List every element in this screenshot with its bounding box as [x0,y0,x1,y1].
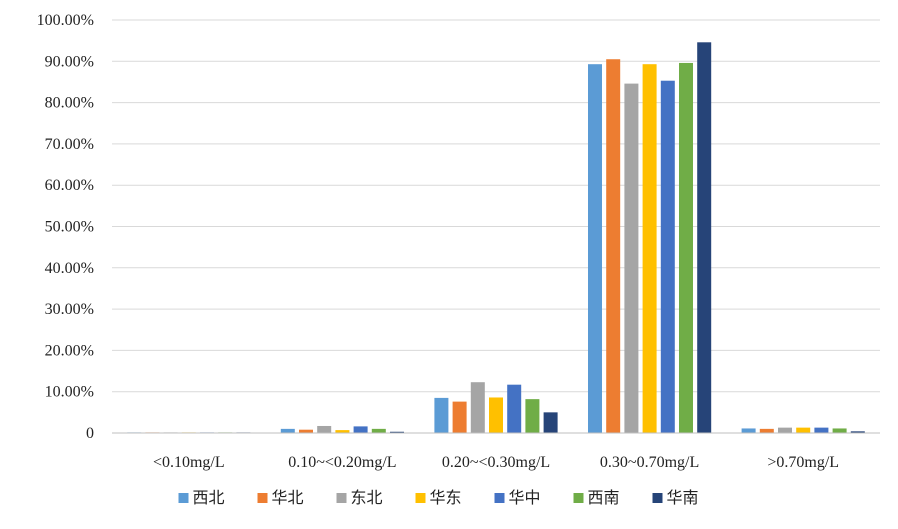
bar-2-2 [470,382,485,433]
y-tick-label: 60.00% [45,177,94,194]
bar-3-1 [335,430,350,433]
x-category-label: 0.10~<0.20mg/L [288,454,396,471]
y-tick-label: 50.00% [45,219,94,236]
gridlines [112,19,880,393]
bar-5-2 [525,399,540,433]
legend-label: 东北 [351,488,383,507]
bar-5-4 [832,428,847,433]
y-tick-label: 100.00% [37,12,94,29]
bar-2-4 [778,427,792,433]
legend-label: 西北 [193,488,225,507]
legend-label: 华东 [430,488,462,507]
bar-6-3 [697,42,712,433]
legend-swatch [415,493,426,503]
y-axis-tick-labels: 0 10.00% 20.00% 30.00% 40.00% 50.00% 60.00% 70.… [37,12,94,442]
y-tick-label: 10.00% [45,384,94,401]
bar-5-3 [679,62,693,434]
bar-3-2 [489,397,503,433]
legend-label: 华南 [667,488,699,507]
bar-4-2 [507,384,522,433]
y-tick-label: 20.00% [45,342,94,359]
legend-item: 华北 [257,488,304,507]
bar-6-1 [390,431,404,433]
legend-label: 华北 [272,488,304,507]
bar-1-4 [759,428,774,433]
y-tick-label: 80.00% [45,95,94,112]
bar-6-4 [850,431,865,433]
bar-2-1 [317,425,332,433]
legend-swatch [178,493,189,503]
bar-5-1 [371,428,386,433]
bars [127,42,865,434]
bar-0-3 [588,64,602,433]
y-tick-label: 90.00% [45,53,94,70]
y-tick-label: 70.00% [45,136,94,153]
legend-swatch [573,493,584,503]
x-category-label: 0.30~0.70mg/L [600,454,699,471]
x-category-label: <0.10mg/L [153,454,225,471]
bar-1-1 [299,429,313,433]
x-category-label: >0.70mg/L [767,454,839,471]
x-axis-category-labels: <0.10mg/L 0.10~<0.20mg/L 0.20~<0.30mg/L 0.3… [153,454,839,471]
y-tick-label: 30.00% [45,301,94,318]
bar-3-4 [796,427,811,433]
legend-item: 华南 [652,488,699,507]
bar-3-3 [642,64,657,433]
bar-4-3 [660,80,675,433]
bar-0-1 [280,428,295,433]
legend-swatch [336,493,347,503]
legend-item: 东北 [336,488,383,507]
legend-swatch [652,493,663,503]
x-category-label: 0.20~<0.30mg/L [442,454,550,471]
bar-0-2 [434,397,449,433]
legend-item: 西南 [573,488,620,507]
legend-swatch [494,493,505,503]
legend-item: 西北 [178,488,225,507]
legend-item: 华中 [494,488,541,507]
bar-1-2 [452,401,467,433]
bar-1-3 [606,59,621,434]
legend: 西北 华北 东北 华东 华中 西南 华南 [178,488,699,507]
bar-4-1 [353,426,368,433]
bar-0-4 [741,428,756,433]
y-tick-label: 40.00% [45,260,94,277]
legend-label: 西南 [588,488,620,507]
bar-2-3 [624,83,639,434]
legend-item: 华东 [415,488,462,507]
legend-label: 华中 [509,488,541,507]
bar-4-4 [814,427,829,433]
y-tick-label: 0 [86,425,94,442]
legend-swatch [257,493,268,503]
bar-6-2 [543,412,558,433]
